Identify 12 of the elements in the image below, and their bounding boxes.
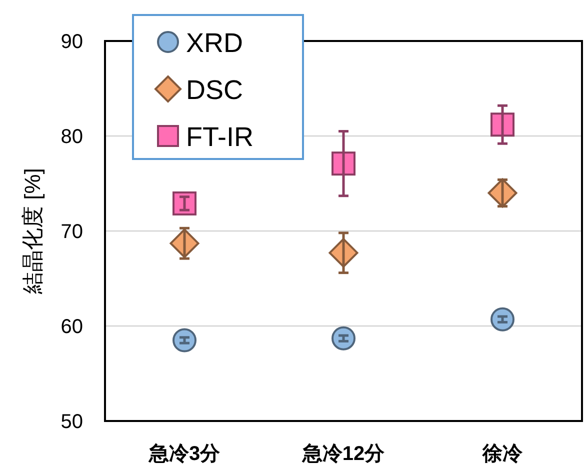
y-tick-label: 70 (60, 221, 83, 243)
legend-label: DSC (186, 75, 244, 105)
legend-label: XRD (186, 28, 244, 58)
y-tick-label: 90 (60, 31, 83, 53)
y-tick-label: 80 (60, 126, 83, 148)
y-tick-label: 50 (60, 411, 83, 433)
y-axis-title: 結晶化度 [%] (20, 168, 45, 295)
x-tick-label: 急冷12分 (301, 443, 386, 465)
x-tick-label: 徐冷 (482, 443, 524, 465)
y-tick-label: 60 (60, 316, 83, 338)
legend-label: FT-IR (186, 122, 254, 152)
x-tick-label: 急冷3分 (148, 443, 222, 465)
